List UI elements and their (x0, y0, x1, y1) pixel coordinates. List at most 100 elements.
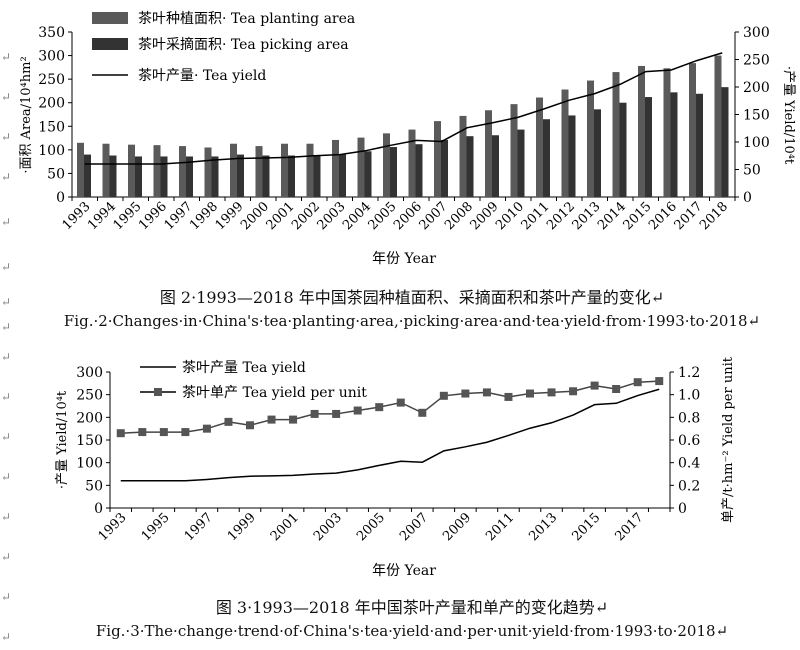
yield-per-unit-marker (439, 391, 448, 400)
yield-per-unit-marker (224, 417, 233, 426)
bar-picking (594, 109, 601, 197)
y2-tick-label: 300 (743, 25, 770, 41)
x-tick-label: 2015 (621, 199, 655, 233)
bar-planting (306, 143, 314, 197)
x-tick-label: 2014 (595, 199, 629, 233)
x-tick-label: 2003 (311, 510, 345, 544)
bar-picking (288, 155, 295, 197)
x-tick-label: 1997 (182, 510, 216, 544)
x-tick-label: 2009 (440, 510, 474, 544)
y2-tick-label: 0.2 (678, 478, 700, 494)
bar-picking (466, 136, 474, 197)
bar-planting (638, 65, 645, 197)
yield-per-unit-marker (138, 428, 147, 437)
y2-tick-label: 1.2 (678, 365, 700, 381)
yield-per-unit-marker (159, 428, 168, 437)
yield-per-unit-marker (612, 385, 621, 393)
yield-per-unit-marker (461, 389, 470, 398)
y-tick-label: 200 (38, 96, 65, 112)
y-tick-label: 100 (38, 143, 65, 159)
y-tick-label: 50 (47, 166, 65, 182)
paragraph-mark: ↵ (1, 350, 12, 364)
x-axis-label: 年份 Year (372, 251, 436, 267)
yield-per-unit-marker (547, 388, 556, 397)
y2-tick-label: 0.4 (678, 456, 700, 472)
yield-per-unit-marker (246, 421, 254, 430)
legend-label: 茶叶种植面积· Tea planting area (138, 11, 355, 27)
paragraph-mark: ↵ (1, 130, 12, 144)
bar-planting (689, 63, 696, 197)
fig2-caption-cn: 图 2·1993—2018 年中国茶园种植面积、采摘面积和茶叶产量的变化↵ (159, 288, 665, 307)
x-tick-label: 1995 (139, 510, 173, 544)
y-tick-label: 300 (38, 49, 65, 65)
y2-tick-label: 0.6 (678, 433, 700, 449)
x-tick-label: 2004 (340, 199, 374, 233)
x-tick-label: 1995 (111, 199, 145, 233)
y2-tick-label: 250 (743, 53, 770, 69)
yield-per-unit-marker (633, 378, 642, 387)
x-tick-label: 2003 (315, 199, 349, 233)
bar-picking (645, 97, 652, 197)
x-tick-label: 2018 (697, 199, 731, 233)
bar-planting (612, 72, 620, 197)
paragraph-mark: ↵ (1, 510, 12, 524)
x-tick-label: 2017 (613, 510, 647, 544)
yield-per-unit-marker (181, 428, 190, 437)
bar-planting (255, 146, 263, 197)
paragraph-mark: ↵ (1, 90, 12, 104)
yield-per-unit-marker (202, 424, 211, 433)
y2-tick-label: 150 (743, 108, 770, 124)
paragraph-mark: ↵ (1, 550, 12, 564)
bar-planting (714, 55, 722, 198)
bar-picking (109, 155, 117, 197)
paragraph-mark: ↵ (1, 50, 12, 64)
y2-axis-label: ·产量 Yield/10⁴t (781, 66, 796, 165)
x-tick-label: 1996 (136, 199, 170, 233)
x-axis-label: 年份 Year (372, 563, 436, 579)
bar-planting (230, 143, 237, 197)
bar-picking (390, 147, 397, 197)
y-tick-label: 0 (94, 501, 103, 517)
bar-planting (179, 146, 186, 197)
bar-planting (536, 97, 543, 197)
y-tick-label: 100 (76, 456, 103, 472)
yield-per-unit-marker (116, 429, 125, 438)
bar-picking (517, 129, 525, 197)
x-tick-label: 2008 (442, 199, 476, 233)
yield-line (120, 388, 660, 482)
yield-per-unit-marker (396, 398, 405, 407)
yield-per-unit-marker (590, 381, 599, 390)
yield-per-unit-marker (310, 409, 319, 418)
x-tick-label: 2002 (289, 199, 323, 233)
legend-label: 茶叶单产 Tea yield per unit (182, 385, 367, 401)
paragraph-mark: ↵ (1, 260, 12, 274)
bar-planting (663, 68, 671, 197)
y-tick-label: 150 (38, 119, 65, 135)
x-tick-label: 2009 (468, 199, 502, 233)
legend-label: 茶叶采摘面积· Tea picking area (138, 36, 349, 53)
bar-picking (160, 156, 168, 197)
x-tick-label: 2005 (366, 199, 400, 233)
bar-planting (434, 121, 441, 197)
bar-planting (383, 133, 390, 197)
bar-picking (211, 156, 219, 197)
bar-picking (262, 155, 270, 197)
x-tick-label: 2017 (672, 199, 706, 233)
bar-picking (543, 119, 550, 197)
x-tick-label: 2007 (397, 510, 431, 544)
y-tick-label: 250 (76, 388, 103, 404)
paragraph-mark: ↵ (1, 215, 12, 229)
yield-per-unit-marker (655, 377, 664, 386)
legend-label: 茶叶产量 Tea yield (182, 360, 306, 376)
bar-picking (135, 156, 142, 197)
y2-tick-label: 200 (743, 80, 770, 96)
y2-tick-label: 1.0 (678, 388, 700, 404)
bar-picking (696, 93, 703, 197)
y-axis-label: ·产量 Yield/10⁴t (55, 390, 70, 489)
yield-per-unit-marker (569, 387, 578, 396)
legend-swatch (92, 12, 128, 24)
yield-per-unit-marker (332, 409, 341, 418)
paragraph-mark: ↵ (1, 390, 12, 404)
yield-per-unit-marker (526, 389, 534, 398)
